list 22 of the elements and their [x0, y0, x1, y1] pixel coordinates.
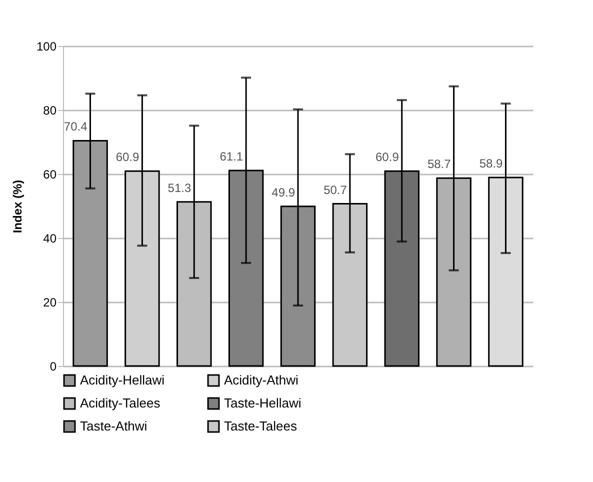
data-label: 50.7 — [324, 182, 348, 197]
data-label: 60.9 — [116, 150, 140, 164]
data-label: 51.3 — [168, 180, 192, 195]
data-label: 70.4 — [64, 120, 88, 134]
data-label: 58.9 — [479, 156, 504, 171]
legend-label: Taste-Hellawi — [224, 396, 302, 410]
y-tick-label: 60 — [43, 168, 57, 182]
y-tick-label: 20 — [43, 296, 57, 310]
data-label: 61.1 — [220, 149, 244, 164]
data-label: 60.9 — [376, 150, 400, 164]
legend-label: Taste-Athwi — [80, 418, 148, 434]
data-label: 58.7 — [427, 157, 452, 172]
legend-label: Acidity-Talees — [80, 396, 161, 410]
legend-label: Acidity-Athwi — [224, 372, 299, 388]
y-axis-title: Index (%) — [10, 180, 24, 234]
y-tick-label: 100 — [36, 40, 57, 54]
y-tick-label: 80 — [43, 104, 57, 118]
y-tick-label: 40 — [43, 232, 57, 246]
y-tick-label: 0 — [50, 360, 57, 374]
legend-label: Acidity-Hellawi — [80, 372, 165, 388]
legend-label: Taste-Talees — [224, 418, 298, 434]
data-label: 49.9 — [272, 185, 296, 200]
